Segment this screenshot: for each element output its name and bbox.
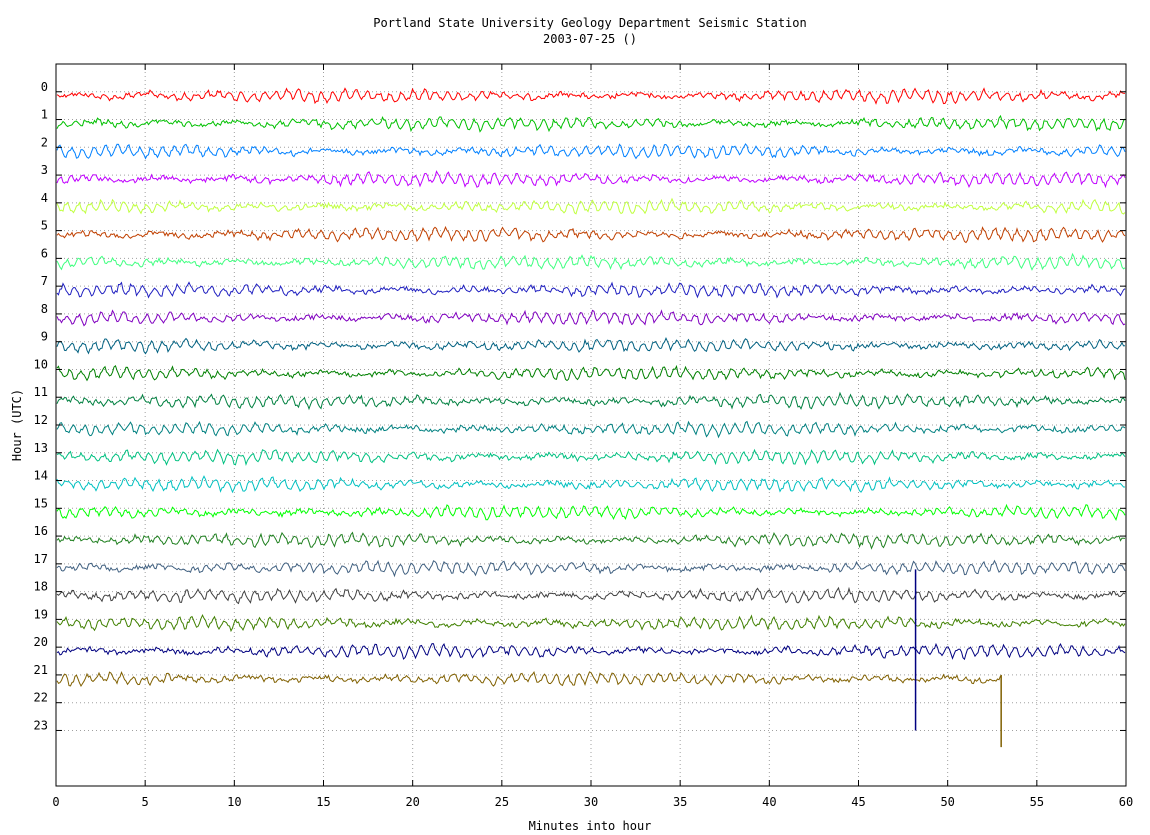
- y-tick-label: 8: [41, 302, 48, 316]
- trace-hour-4: [56, 197, 1126, 215]
- y-tick-label: 6: [41, 246, 48, 260]
- x-tick-label: 40: [762, 795, 776, 809]
- y-tick-label: 3: [41, 163, 48, 177]
- trace-hour-6: [56, 252, 1126, 271]
- y-tick-label: 15: [34, 496, 48, 510]
- y-tick-label: 1: [41, 108, 48, 122]
- y-tick-label: 21: [34, 663, 48, 677]
- trace-hour-1: [56, 114, 1126, 133]
- y-tick-label: 18: [34, 580, 48, 594]
- chart-title: Portland State University Geology Depart…: [373, 16, 806, 30]
- trace-hour-14: [56, 475, 1125, 494]
- y-tick-label: 0: [41, 80, 48, 94]
- trace-hour-16: [56, 531, 1126, 550]
- trace-hour-15: [56, 503, 1126, 521]
- trace-hour-12: [56, 420, 1126, 439]
- x-tick-label: 45: [851, 795, 865, 809]
- x-tick-label: 15: [316, 795, 330, 809]
- y-tick-label: 4: [41, 191, 48, 205]
- x-tick-label: 10: [227, 795, 241, 809]
- trace-hour-11: [56, 391, 1126, 411]
- x-tick-label: 35: [673, 795, 687, 809]
- y-tick-label: 22: [34, 691, 48, 705]
- trace-hour-9: [56, 337, 1126, 355]
- y-tick-label: 9: [41, 330, 48, 344]
- y-axis-label: Hour (UTC): [10, 389, 24, 461]
- trace-hour-10: [56, 364, 1126, 382]
- y-tick-label: 5: [41, 219, 48, 233]
- y-tick-label: 23: [34, 718, 48, 732]
- trace-hour-17: [56, 559, 1126, 578]
- trace-hour-21: [56, 671, 1001, 688]
- x-axis-label: Minutes into hour: [529, 819, 652, 833]
- trace-hour-0: [56, 87, 1126, 105]
- chart-subtitle: 2003-07-25 (): [543, 32, 637, 46]
- trace-hour-3: [56, 170, 1126, 189]
- trace-hour-7: [56, 281, 1126, 299]
- y-tick-label: 17: [34, 552, 48, 566]
- trace-hour-18: [56, 586, 1126, 605]
- y-tick-label: 14: [34, 469, 48, 483]
- y-tick-label: 11: [34, 385, 48, 399]
- y-tick-label: 16: [34, 524, 48, 538]
- x-tick-label: 30: [584, 795, 598, 809]
- trace-hour-5: [56, 225, 1126, 244]
- trace-hour-20: [56, 642, 1126, 661]
- x-tick-label: 5: [142, 795, 149, 809]
- x-tick-label: 60: [1119, 795, 1133, 809]
- y-tick-label: 13: [34, 441, 48, 455]
- y-tick-label: 19: [34, 607, 48, 621]
- y-tick-label: 10: [34, 357, 48, 371]
- trace-hour-8: [56, 309, 1126, 327]
- x-tick-label: 50: [940, 795, 954, 809]
- tick-layer: 0 5 10 15 20 25 30 35 40 45 50 55 600123456789101112…: [34, 64, 1133, 809]
- y-tick-label: 20: [34, 635, 48, 649]
- x-tick-label: 55: [1030, 795, 1044, 809]
- trace-hour-13: [56, 448, 1126, 466]
- trace-hour-2: [56, 143, 1126, 160]
- y-tick-label: 7: [41, 274, 48, 288]
- trace-layer: [56, 87, 1126, 748]
- x-tick-label: 25: [495, 795, 509, 809]
- x-tick-label: 20: [405, 795, 419, 809]
- trace-hour-19: [56, 614, 1126, 633]
- x-tick-label: 0: [52, 795, 59, 809]
- y-tick-label: 12: [34, 413, 48, 427]
- grid-layer: [56, 64, 1126, 786]
- y-tick-label: 2: [41, 135, 48, 149]
